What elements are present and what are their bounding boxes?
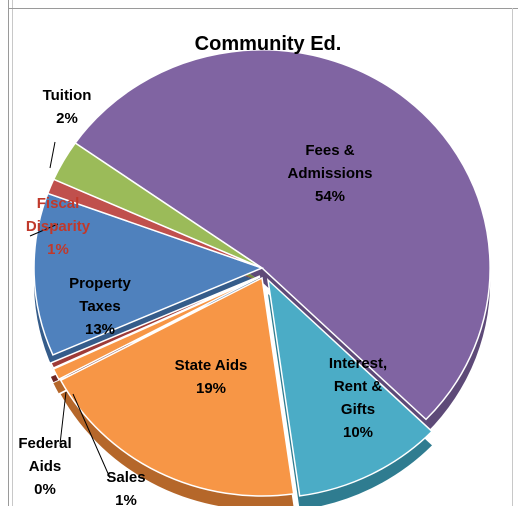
slice-labels: Fees & Admissions 54% Interest, Rent & Gifts 1…: [18, 87, 387, 509]
pie-slices: [33, 49, 491, 497]
slice-label-tuition: Tuition 2%: [43, 87, 92, 127]
slice-sales: [52, 276, 261, 381]
slice-fees-admissions: [74, 49, 491, 421]
slice-federal-aids: [49, 275, 261, 370]
slice-state-aids: [59, 276, 295, 497]
chart-title: Community Ed.: [195, 33, 342, 55]
slice-label-property-taxes: Property Taxes 13%: [69, 275, 131, 338]
slice-tuition: [52, 141, 263, 269]
slice-label-fiscal-disparity: Fiscal Disparity 1%: [26, 195, 91, 258]
slice-label-sales: Sales 1%: [106, 469, 145, 506]
slice-label-fees-admissions: Fees & Admissions 54%: [287, 142, 372, 205]
frame-border-top: [8, 8, 518, 9]
slice-label-federal-aids: Federal Aids 0%: [18, 435, 71, 498]
frame-border-inner: [12, 0, 13, 506]
slice-property-taxes: [33, 192, 265, 356]
slice-label-interest-rent-gifts: Interest, Rent & Gifts 10%: [329, 355, 387, 441]
leader-line-tuition: [49, 141, 56, 169]
slice-label-state-aids: State Aids 19%: [175, 357, 248, 397]
frame-border-left: [8, 0, 9, 506]
leader-line-fiscal-disparity: [29, 223, 59, 237]
leader-line-federal-aids: [59, 391, 67, 445]
frame-border-right: [512, 8, 513, 506]
slice-interest-rent-gifts: [266, 278, 434, 497]
leader-line-sales: [72, 393, 111, 479]
